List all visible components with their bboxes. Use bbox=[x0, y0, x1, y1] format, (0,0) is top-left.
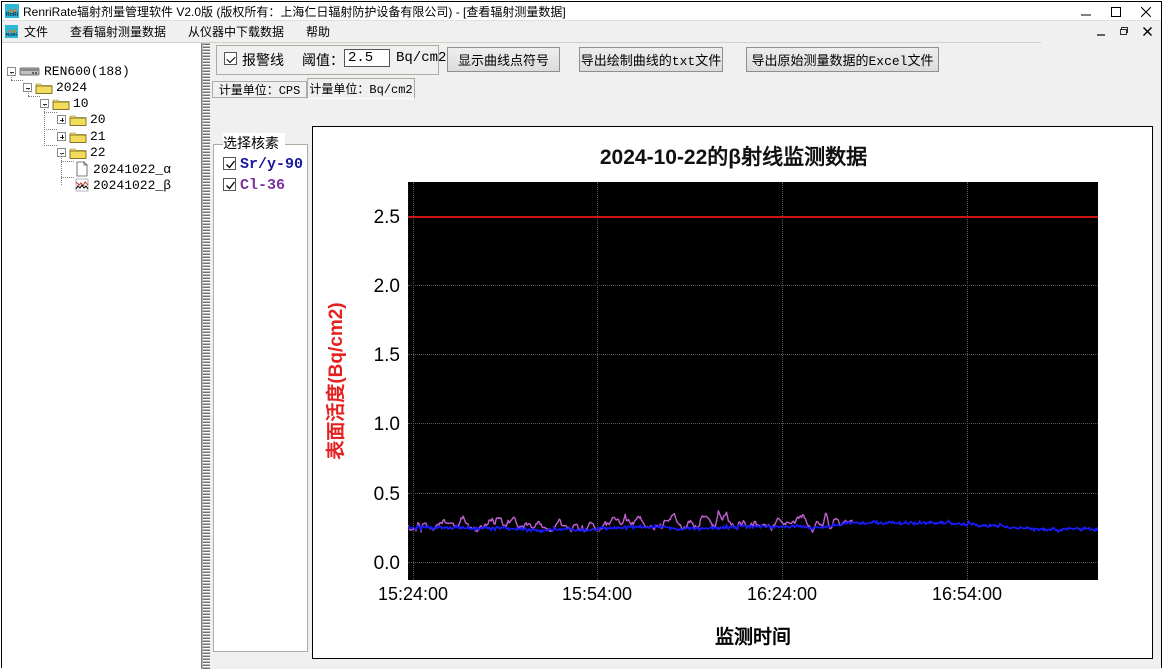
svg-text:RnRi: RnRi bbox=[6, 32, 17, 38]
svg-text:RnRi: RnRi bbox=[6, 12, 19, 18]
